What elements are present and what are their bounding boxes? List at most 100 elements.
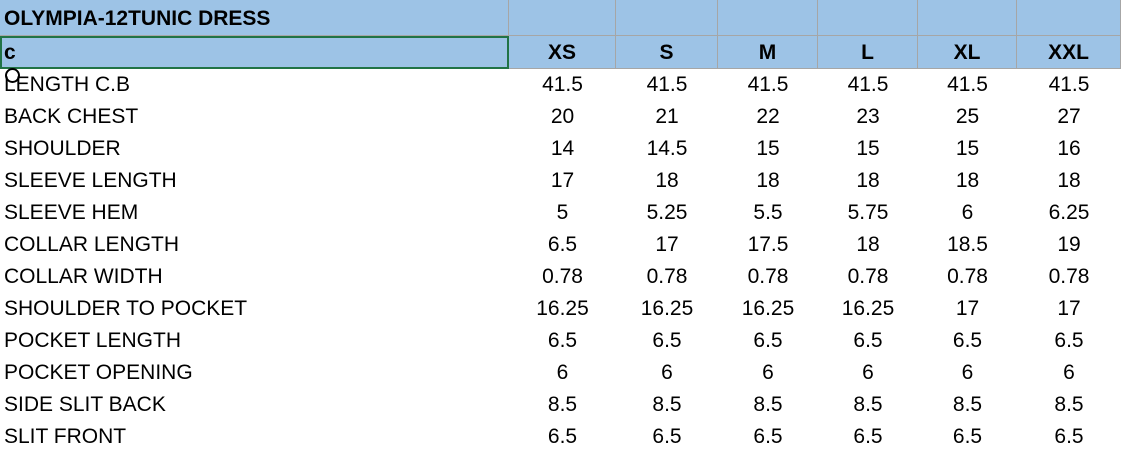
value-cell[interactable]: 16 <box>1057 137 1081 160</box>
value-cell[interactable]: 16.25 <box>841 297 895 320</box>
value-cell[interactable]: 6.5 <box>952 425 983 448</box>
column-header[interactable]: c <box>0 36 509 69</box>
value-cell[interactable]: 41.5 <box>947 73 988 96</box>
value-cell[interactable]: 19 <box>1057 233 1081 256</box>
value-cell[interactable]: 17 <box>1057 297 1081 320</box>
value-cell[interactable]: 8.5 <box>652 393 682 416</box>
header-cell[interactable] <box>918 0 1017 36</box>
row-label[interactable]: SLIT FRONT <box>4 425 127 448</box>
value-cell[interactable]: 6.5 <box>652 329 682 352</box>
value-cell[interactable]: 8.5 <box>853 393 883 416</box>
value-cell[interactable]: 27 <box>1057 105 1081 128</box>
value-cell[interactable]: 6.5 <box>753 329 783 352</box>
value-cell[interactable]: 6.5 <box>1054 425 1084 448</box>
value-cell[interactable]: 0.78 <box>646 265 688 288</box>
value-cell[interactable]: 18 <box>756 169 780 192</box>
row-label[interactable]: POCKET LENGTH <box>4 329 181 352</box>
value-cell[interactable]: 17.5 <box>747 233 789 256</box>
value-cell[interactable]: 6.5 <box>853 329 883 352</box>
value-cell[interactable]: 5 <box>556 201 569 224</box>
column-header[interactable]: XXL <box>1017 36 1121 69</box>
value-cell[interactable]: 41.5 <box>747 73 789 96</box>
value-cell[interactable]: 14 <box>550 137 575 160</box>
value-cell[interactable]: 20 <box>550 105 575 128</box>
value-cell[interactable]: 18 <box>856 169 880 192</box>
value-cell[interactable]: 18 <box>856 233 880 256</box>
title-cell[interactable]: OLYMPIA-12TUNIC DRESS <box>0 0 509 36</box>
row-label[interactable]: COLLAR LENGTH <box>4 233 180 256</box>
value-cell[interactable]: 41.5 <box>646 73 688 96</box>
value-cell[interactable]: 6.5 <box>853 425 883 448</box>
value-cell[interactable]: 0.78 <box>1048 265 1090 288</box>
cursor <box>5 68 20 83</box>
value-cell[interactable]: 6.5 <box>652 425 682 448</box>
value-cell[interactable]: 17 <box>655 233 679 256</box>
value-cell[interactable]: 17 <box>550 169 575 192</box>
row-label[interactable]: SHOULDER TO POCKET <box>4 297 248 320</box>
value-cell[interactable]: 6.5 <box>952 329 983 352</box>
value-cell[interactable]: 16.25 <box>536 297 589 320</box>
value-cell[interactable]: 6.5 <box>547 233 578 256</box>
value-cell[interactable]: 16.25 <box>640 297 694 320</box>
value-cell[interactable]: 25 <box>955 105 980 128</box>
column-header[interactable]: M <box>718 36 818 69</box>
column-header[interactable]: L <box>818 36 918 69</box>
value-cell[interactable]: 41.5 <box>1048 73 1090 96</box>
value-cell[interactable]: 14.5 <box>646 137 688 160</box>
value-cell[interactable]: 0.78 <box>747 265 789 288</box>
value-cell[interactable]: 41.5 <box>542 73 583 96</box>
value-cell[interactable]: 6 <box>762 361 774 384</box>
value-cell[interactable]: 18 <box>955 169 980 192</box>
value-cell[interactable]: 22 <box>756 105 780 128</box>
value-cell[interactable]: 8.5 <box>753 393 783 416</box>
value-cell[interactable]: 15 <box>756 137 780 160</box>
value-cell[interactable]: 8.5 <box>952 393 983 416</box>
value-cell[interactable]: 16.25 <box>741 297 795 320</box>
value-cell[interactable]: 0.78 <box>847 265 889 288</box>
row-label[interactable]: LENGTH C.B <box>4 73 131 96</box>
value-cell[interactable]: 15 <box>856 137 880 160</box>
value-cell[interactable]: 6 <box>661 361 673 384</box>
value-cell[interactable]: 5.75 <box>847 201 889 224</box>
value-cell[interactable]: 6 <box>1063 361 1075 384</box>
column-header[interactable]: S <box>616 36 718 69</box>
value-cell[interactable]: 8.5 <box>1054 393 1084 416</box>
header-cell[interactable] <box>616 0 718 36</box>
header-cell[interactable] <box>1017 0 1121 36</box>
header-cell[interactable] <box>509 0 616 36</box>
value-cell[interactable]: 6 <box>556 361 569 384</box>
value-cell[interactable]: 6 <box>961 361 974 384</box>
value-cell[interactable]: 6.5 <box>547 329 578 352</box>
value-cell[interactable]: 5.5 <box>753 201 783 224</box>
column-header[interactable]: XS <box>509 36 616 69</box>
value-cell[interactable]: 21 <box>655 105 679 128</box>
value-cell[interactable]: 17 <box>955 297 980 320</box>
value-cell[interactable]: 18.5 <box>947 233 988 256</box>
value-cell[interactable]: 6.25 <box>1048 201 1090 224</box>
value-cell[interactable]: 5.25 <box>646 201 688 224</box>
value-cell[interactable]: 41.5 <box>847 73 889 96</box>
header-cell[interactable] <box>718 0 818 36</box>
row-label[interactable]: SHOULDER <box>4 137 121 160</box>
row-label[interactable]: POCKET OPENING <box>4 361 193 384</box>
value-cell[interactable]: 23 <box>856 105 880 128</box>
value-cell[interactable]: 18 <box>655 169 679 192</box>
row-label[interactable]: SLEEVE LENGTH <box>4 169 177 192</box>
value-cell[interactable]: 8.5 <box>547 393 578 416</box>
value-cell[interactable]: 6 <box>862 361 874 384</box>
row-label[interactable]: SLEEVE HEM <box>4 201 139 224</box>
column-header[interactable]: XL <box>918 36 1017 69</box>
value-cell[interactable]: 6 <box>961 201 974 224</box>
row-label[interactable]: SIDE SLIT BACK <box>4 393 166 416</box>
value-cell[interactable]: 6.5 <box>753 425 783 448</box>
header-cell[interactable] <box>818 0 918 36</box>
value-cell[interactable]: 0.78 <box>947 265 988 288</box>
value-cell[interactable]: 0.78 <box>542 265 583 288</box>
value-cell[interactable]: 15 <box>955 137 980 160</box>
row-label[interactable]: COLLAR WIDTH <box>4 265 163 288</box>
row-label[interactable]: BACK CHEST <box>4 105 139 128</box>
value-cell[interactable]: 6.5 <box>1054 329 1084 352</box>
value-cell[interactable]: 6.5 <box>547 425 578 448</box>
value-cell[interactable]: 18 <box>1057 169 1081 192</box>
